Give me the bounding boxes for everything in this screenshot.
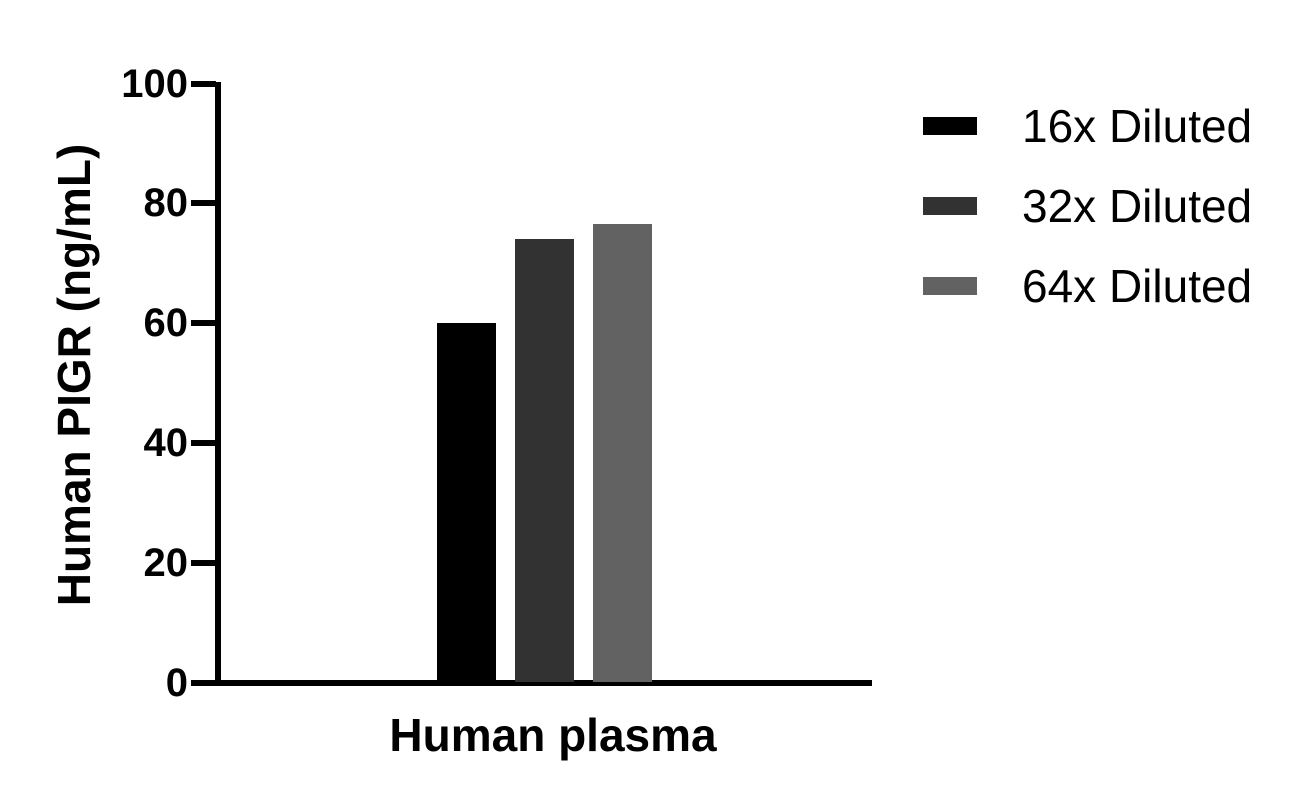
y-tick — [191, 320, 216, 327]
y-tick-label: 100 — [121, 61, 188, 106]
y-tick-label: 80 — [143, 181, 189, 226]
y-tick — [191, 439, 216, 446]
legend-swatch-16x — [923, 117, 977, 135]
legend-label-32x: 32x Diluted — [1022, 180, 1253, 232]
legend-label-16x: 16x Diluted — [1022, 100, 1253, 152]
y-tick — [191, 200, 216, 207]
legend-item: 16x Diluted — [923, 86, 1252, 166]
y-tick-label: 60 — [143, 301, 189, 346]
x-axis-line — [191, 680, 872, 686]
legend-label-64x: 64x Diluted — [1022, 260, 1253, 312]
x-axis-category-label: Human plasma — [389, 709, 717, 761]
y-tick-label: 40 — [143, 420, 189, 465]
bar-32x-diluted — [515, 239, 574, 682]
y-tick — [191, 80, 216, 87]
bar-64x-diluted — [593, 224, 652, 682]
bar-16x-diluted — [437, 322, 496, 682]
legend-item: 32x Diluted — [923, 166, 1252, 246]
legend: 16x Diluted 32x Diluted 64x Diluted — [923, 86, 1252, 326]
legend-swatch-32x — [923, 197, 977, 215]
y-tick-label: 20 — [143, 540, 189, 585]
y-tick-label: 0 — [165, 660, 188, 705]
legend-swatch-64x — [923, 277, 977, 295]
y-axis-line — [215, 82, 221, 685]
y-tick — [191, 559, 216, 566]
legend-item: 64x Diluted — [923, 246, 1252, 326]
